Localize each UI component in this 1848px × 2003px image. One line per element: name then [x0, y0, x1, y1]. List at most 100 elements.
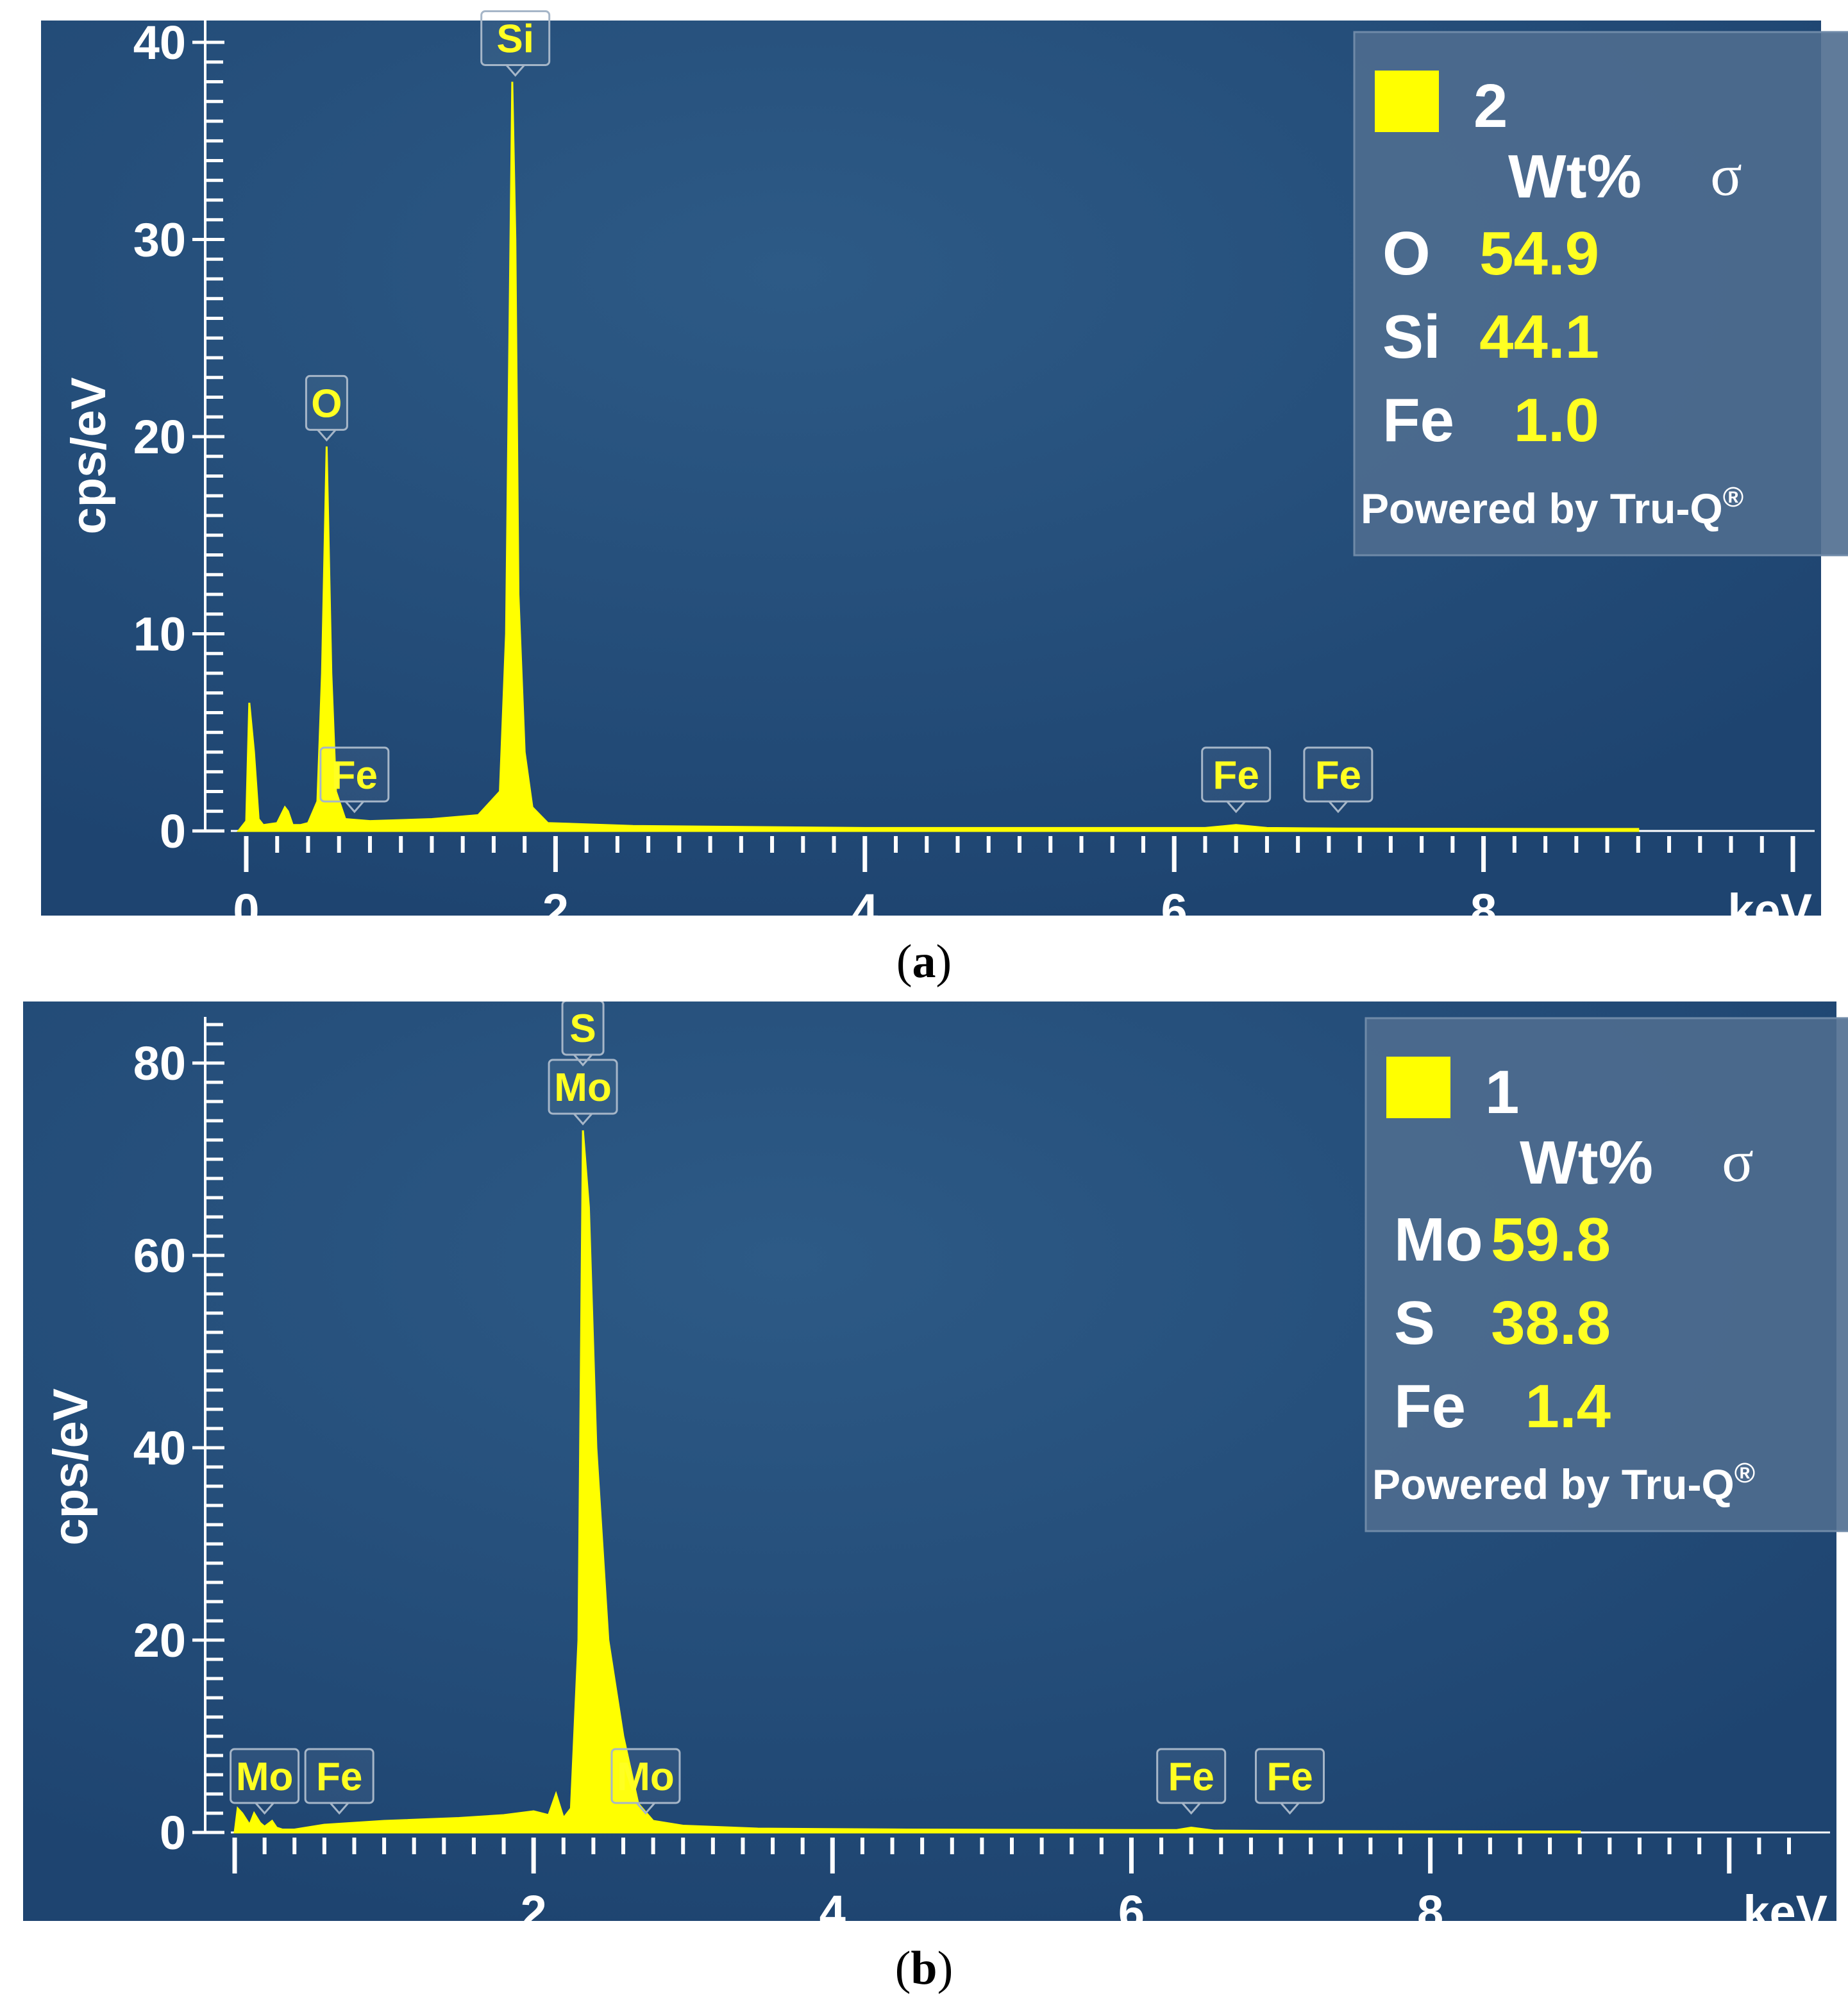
y-tick-label: 10	[133, 608, 186, 661]
legend-element: O	[1382, 219, 1431, 288]
legend-wt: 38.8	[1491, 1289, 1611, 1357]
peak-label: Mo	[610, 1748, 681, 1815]
peak-label-text: Mo	[554, 1066, 612, 1110]
legend-element: S	[1394, 1289, 1435, 1357]
legend-col-wt: Wt%	[1520, 1128, 1653, 1197]
x-tick-label: 8	[1417, 1886, 1443, 1939]
peak-label-pointer	[344, 801, 364, 814]
peak-label-box	[561, 1002, 605, 1056]
x-tick-label: 2	[521, 1886, 547, 1939]
peak-label-pointer	[317, 429, 337, 442]
y-tick-label: 60	[133, 1229, 186, 1282]
peak-label: Fe	[1201, 746, 1272, 814]
legend-element: Fe	[1382, 386, 1454, 455]
eds-spectrum-b-chart: cps/eV 0 20 40 60 80 2 4 6 8 keV S Mo Mo Fe Mo Fe Fe 1Wt% σ…	[23, 1002, 1848, 1939]
x-tick-label: 2	[542, 884, 569, 937]
peak-label-text: Fe	[1213, 753, 1259, 798]
peak-label-text: Fe	[1168, 1755, 1214, 1799]
peak-label-box	[548, 1059, 618, 1115]
y-tick-label: 80	[133, 1037, 186, 1090]
legend-wt: 1.4	[1525, 1372, 1611, 1441]
chart-panel-a: cps/eV 0 10 20 30 40 0 2 4 6 8 keV O Si Fe Fe Fe 2 Wt% σ O 54…	[0, 0, 1848, 941]
peak-label-pointer	[573, 1113, 593, 1126]
legend-footer-mark: ®	[1723, 482, 1743, 513]
legend-footer: Powered by Tru-Q®	[1372, 1457, 1755, 1508]
x-unit-label: keV	[1727, 884, 1812, 937]
spectrum-area	[236, 81, 1640, 832]
peak-label-pointer	[1226, 801, 1246, 814]
caption-a-letter: a	[912, 935, 936, 988]
peak-label-box	[1201, 746, 1272, 803]
peak-label-box	[304, 1748, 374, 1804]
peak-label: Fe	[1255, 1748, 1325, 1815]
legend-footer: Powered by Tru-Q®	[1361, 482, 1743, 532]
peak-label-text: Mo	[617, 1755, 675, 1799]
peak-label-text: O	[311, 381, 342, 426]
spectrum-area	[233, 1130, 1581, 1834]
peak-label-box	[305, 374, 348, 431]
peak-label-box	[610, 1748, 681, 1804]
legend-swatch	[1386, 1057, 1450, 1118]
peak-label-pointer	[573, 1054, 593, 1067]
caption-a: (a)	[896, 935, 952, 988]
legend-footer-text: Powered by Tru-Q	[1361, 485, 1723, 532]
legend-wt: 59.8	[1491, 1205, 1611, 1274]
legend-wt: 44.1	[1479, 303, 1599, 371]
peak-label-box	[1156, 1748, 1227, 1804]
x-tick-label: 4	[852, 884, 878, 937]
peak-label-text: Mo	[236, 1755, 294, 1799]
peak-label: Fe	[1156, 1748, 1227, 1815]
peak-label: O	[305, 374, 348, 442]
x-tick-label: 8	[1470, 884, 1497, 937]
legend-swatch	[1375, 71, 1439, 132]
peak-label-box	[230, 1748, 300, 1804]
legend-element: Fe	[1394, 1372, 1466, 1441]
peak-label: Fe	[1303, 746, 1373, 814]
caption-b: (b)	[895, 1942, 953, 1995]
peak-label-text: Fe	[1315, 753, 1361, 798]
y-axis-title: cps/eV	[44, 1388, 98, 1545]
peak-label: Fe	[304, 1748, 374, 1815]
legend-footer-mark: ®	[1735, 1457, 1755, 1489]
peak-label-pointer	[1328, 801, 1348, 814]
legend-spectrum-id: 2	[1474, 72, 1508, 140]
x-tick-label: 4	[819, 1886, 846, 1939]
peak-label: Mo	[230, 1748, 300, 1815]
peak-label-pointer	[635, 1802, 656, 1815]
legend-footer-text: Powered by Tru-Q	[1372, 1461, 1735, 1508]
x-tick-label: 6	[1118, 1886, 1145, 1939]
peak-label: Fe	[319, 746, 390, 814]
peak-label: Mo	[548, 1059, 618, 1126]
legend-spectrum-id: 1	[1485, 1058, 1519, 1127]
caption-b-letter: b	[911, 1942, 937, 1995]
legend-wt: 1.0	[1514, 386, 1599, 455]
peak-label-box	[1303, 746, 1373, 803]
legend-element: Mo	[1394, 1205, 1483, 1274]
legend-col-sigma: σ	[1722, 1128, 1754, 1194]
peak-label: Si	[480, 10, 551, 77]
y-tick-label: 40	[133, 1421, 186, 1475]
legend-element: Si	[1382, 303, 1441, 371]
x-unit-label: keV	[1743, 1886, 1827, 1939]
y-tick-label: 0	[160, 1806, 186, 1859]
x-tick-label: 6	[1161, 884, 1188, 937]
legend-col-sigma: σ	[1710, 142, 1742, 208]
y-tick-label: 40	[133, 16, 186, 69]
peak-label-pointer	[255, 1802, 274, 1815]
peak-label-text: Fe	[332, 753, 378, 798]
peak-label-text: Fe	[316, 1755, 362, 1799]
peak-label-text: Fe	[1266, 1755, 1313, 1799]
peak-label-pointer	[1280, 1802, 1300, 1815]
legend-col-wt: Wt%	[1508, 142, 1642, 211]
chart-panel-b: cps/eV 0 20 40 60 80 2 4 6 8 keV S Mo Mo Fe Mo Fe Fe 1 Wt% σ…	[0, 1002, 1848, 1943]
y-axis-title: cps/eV	[62, 377, 116, 534]
peak-label-text: Si	[496, 17, 534, 62]
peak-label: S	[561, 1002, 605, 1067]
peak-label-pointer	[330, 1802, 349, 1815]
y-tick-label: 0	[160, 805, 186, 858]
y-tick-label: 20	[133, 410, 186, 464]
peak-label-pointer	[1181, 1802, 1201, 1815]
